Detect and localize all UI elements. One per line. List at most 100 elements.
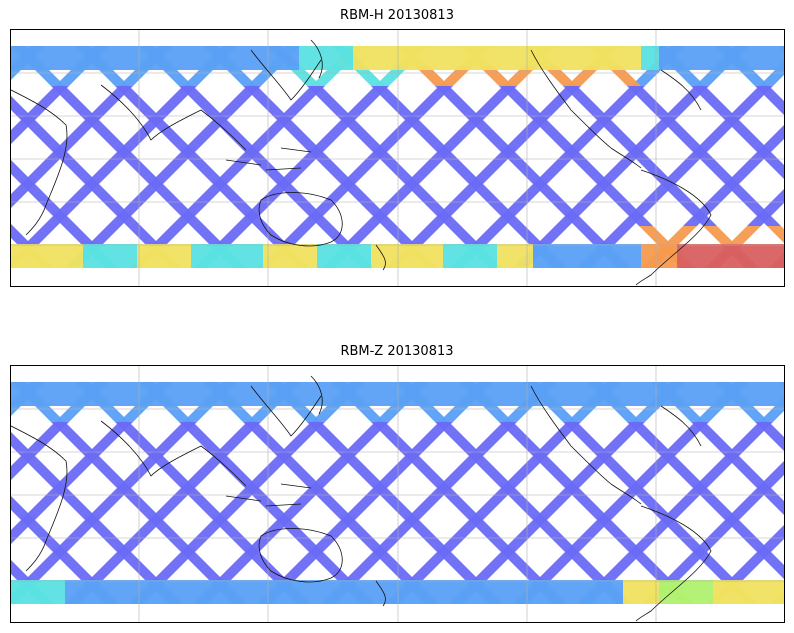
swath-segment — [427, 206, 461, 226]
swath-segment — [279, 186, 313, 206]
band-cell — [641, 244, 659, 268]
swath-segment — [375, 402, 409, 422]
swath-segment — [439, 66, 473, 86]
swath-segment — [627, 86, 661, 106]
swath-segment — [407, 522, 441, 542]
swath-segment — [11, 542, 13, 544]
swath-segment — [315, 126, 349, 146]
map-panel-bottom — [10, 365, 785, 623]
swath-segment — [747, 206, 781, 226]
swath-segment — [471, 522, 505, 542]
swath-segment — [195, 166, 229, 186]
swath-segment — [319, 186, 353, 206]
band-cell — [425, 46, 443, 70]
band-cell — [749, 46, 767, 70]
swath-segment — [367, 146, 401, 166]
coastline — [610, 483, 642, 505]
swath-segment — [127, 226, 161, 246]
band-cell — [353, 244, 371, 268]
swath-segment — [443, 126, 477, 146]
swath-segment — [575, 226, 609, 246]
swath-segment — [87, 186, 121, 206]
band-cell — [173, 382, 191, 406]
swath-segment — [767, 525, 784, 542]
swath-segment — [175, 482, 209, 502]
band-cell — [245, 580, 263, 604]
swath-segment — [343, 186, 377, 206]
swath-segment — [371, 86, 405, 106]
swath-segment — [151, 522, 185, 542]
band-cell — [677, 46, 695, 70]
coastline — [660, 69, 702, 111]
band-cell — [119, 244, 137, 268]
swath-segment — [411, 462, 445, 482]
swath-segment — [119, 402, 153, 422]
swath-segment — [603, 126, 637, 146]
band-cell — [425, 382, 443, 406]
swath-segment — [63, 186, 97, 206]
band-cell — [587, 46, 605, 70]
band-cell — [101, 580, 119, 604]
band-cell — [407, 46, 425, 70]
swath-segment — [731, 462, 765, 482]
coastline — [310, 375, 323, 415]
swath-segment — [543, 66, 577, 86]
band-cell — [605, 244, 623, 268]
band-cell — [101, 382, 119, 406]
band-cell — [533, 382, 551, 406]
swath-segment — [307, 86, 341, 106]
band-cell — [443, 580, 461, 604]
band-cell — [299, 580, 317, 604]
swath-segment — [103, 602, 119, 604]
swath-segment — [759, 66, 784, 86]
band-cell — [263, 382, 281, 406]
swath-segment — [699, 462, 733, 482]
swath-segment — [375, 66, 409, 86]
coastline — [225, 147, 312, 171]
swath-segment — [767, 189, 784, 206]
band-cell — [245, 382, 263, 406]
swath-segment — [599, 186, 633, 206]
swath-segment — [423, 602, 439, 604]
swath-segment — [131, 502, 165, 522]
swath-segment — [11, 502, 37, 522]
band-cell — [479, 580, 497, 604]
swath-segment — [513, 602, 529, 604]
swath-segment — [503, 66, 537, 86]
north-band — [11, 382, 784, 406]
band-cell — [353, 382, 371, 406]
swath-segment — [187, 462, 221, 482]
swath-segment — [171, 206, 205, 226]
swath-segment — [11, 266, 17, 268]
swath-segment — [499, 422, 533, 442]
coastline — [310, 39, 323, 79]
swath-segment — [479, 66, 513, 86]
swath-segment — [359, 602, 375, 604]
band-cell — [731, 382, 749, 406]
swath-segment — [59, 126, 93, 146]
swath-segment — [563, 422, 597, 442]
band-cell — [47, 382, 65, 406]
swath-segment — [223, 66, 257, 86]
coastline — [660, 405, 702, 447]
band-cell — [101, 46, 119, 70]
swath-segment — [299, 206, 333, 226]
swath-segment — [695, 66, 729, 86]
swath-segment — [691, 422, 725, 442]
band-cell — [749, 244, 767, 268]
band-cell — [731, 580, 749, 604]
band-cell — [83, 580, 101, 604]
graticule — [11, 366, 784, 622]
swath-segment — [535, 226, 569, 246]
swath-segment — [191, 226, 225, 246]
band-cell — [191, 46, 209, 70]
band-cell — [317, 46, 335, 70]
band-cell — [515, 580, 533, 604]
swath-segment — [319, 522, 353, 542]
swath-segment — [11, 186, 33, 206]
swath-segment — [11, 224, 13, 226]
swath-segment — [65, 266, 81, 268]
band-cell — [137, 46, 155, 70]
panel-title-top: RBM-H 20130813 — [340, 8, 454, 23]
swath-segment — [243, 86, 277, 106]
